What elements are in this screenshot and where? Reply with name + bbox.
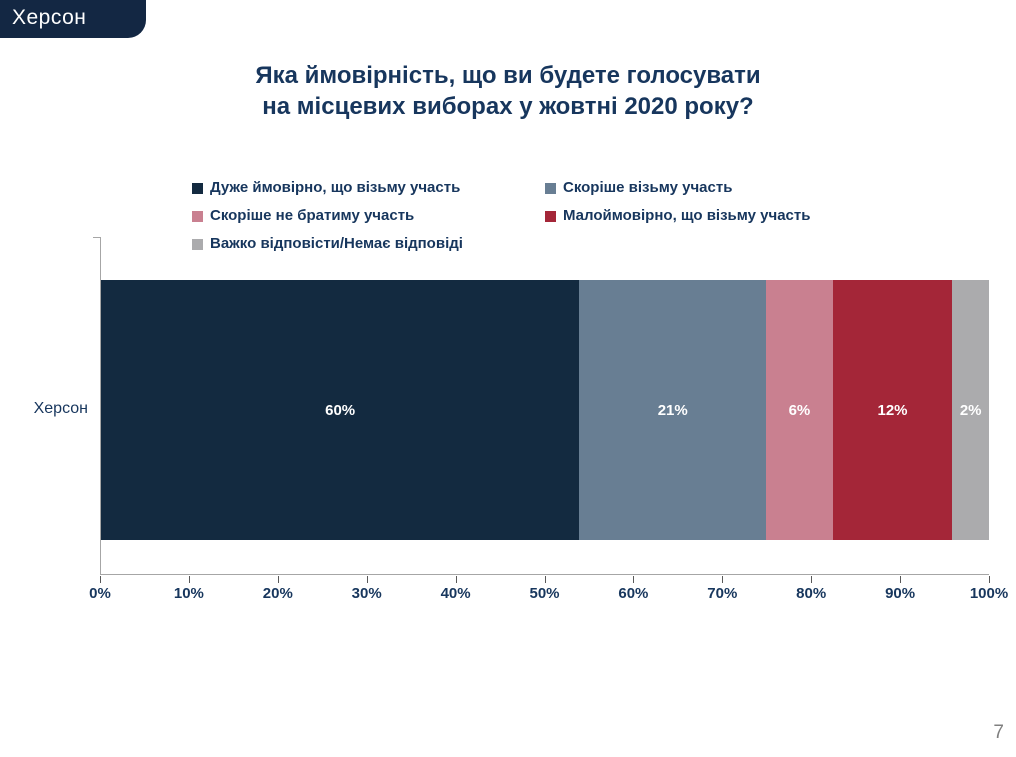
bar-segment-label: 6% xyxy=(788,401,811,419)
x-axis-tick-mark xyxy=(989,576,990,583)
x-axis-tick-label: 70% xyxy=(707,585,738,602)
x-axis-tick-label: 0% xyxy=(89,585,111,602)
x-axis-tick-mark xyxy=(722,576,724,583)
legend-label: Скоріше не братиму участь xyxy=(210,207,415,224)
chart-title-line1: Яка ймовірність, що ви будете голосувати xyxy=(255,62,761,89)
x-axis-tick-label: 40% xyxy=(440,585,471,602)
legend-swatch-icon xyxy=(192,210,203,222)
chart-title-line2: на місцевих виборах у жовтні 2020 року? xyxy=(262,93,754,120)
y-axis-top-tick xyxy=(93,237,100,238)
bar-segment: 21% xyxy=(579,280,767,540)
x-axis-tick-label: 10% xyxy=(173,585,204,602)
page-number: 7 xyxy=(993,722,1004,743)
chart-title: Яка ймовірність, що ви будете голосувати… xyxy=(0,60,1016,122)
x-axis-tick-mark xyxy=(188,576,190,583)
legend-swatch-icon xyxy=(545,210,556,222)
x-axis-tick-label: 60% xyxy=(618,585,649,602)
legend-item: Скоріше візьму участь xyxy=(545,179,872,197)
x-axis-tick-label: 20% xyxy=(262,585,293,602)
region-badge: Херсон xyxy=(0,0,146,38)
bar-segment: 12% xyxy=(832,280,953,540)
x-axis-line xyxy=(100,574,989,575)
legend-label: Малоймовірно, що візьму участь xyxy=(563,207,811,224)
region-badge-label: Херсон xyxy=(12,6,87,29)
y-axis-line xyxy=(100,237,101,575)
x-axis-tick-label: 100% xyxy=(969,585,1009,602)
bar-segment-label: 60% xyxy=(325,401,356,419)
bar-segment-label: 2% xyxy=(959,401,982,419)
x-axis-tick-mark xyxy=(100,576,101,583)
x-axis-tick-label: 50% xyxy=(529,585,560,602)
x-axis-tick-labels: 0% 10% 20% 30% 40% 50% 60% 70% 80% 90% 100% xyxy=(89,585,1008,605)
x-axis-tick-label: 90% xyxy=(885,585,916,602)
legend: Дуже ймовірно, що візьму участь Скоріше в… xyxy=(192,179,872,253)
x-axis-tick-mark xyxy=(277,576,279,583)
x-axis-tick-label: 80% xyxy=(796,585,827,602)
bar-segment: 2% xyxy=(952,280,989,540)
x-axis-tick-marks xyxy=(100,575,990,583)
bar-segment-label: 21% xyxy=(657,401,688,419)
x-axis-tick-mark xyxy=(455,576,457,583)
legend-swatch-icon xyxy=(545,182,556,194)
x-axis-tick-label: 30% xyxy=(351,585,382,602)
x-axis-tick-mark xyxy=(900,576,902,583)
x-axis-tick-mark xyxy=(366,576,368,583)
legend-label: Дуже ймовірно, що візьму участь xyxy=(210,179,461,196)
legend-item: Важко відповісти/Немає відповіді xyxy=(192,235,545,253)
legend-item: Дуже ймовірно, що візьму участь xyxy=(192,179,545,197)
legend-label: Важко відповісти/Немає відповіді xyxy=(210,235,463,252)
category-label: Херсон xyxy=(33,400,88,417)
bar-segment: 60% xyxy=(101,280,580,540)
plot-area: 60% 21% 6% 12% 2% 0% 10% 20% 30% 40% 50% 60% 70% 80%… xyxy=(89,237,1008,602)
legend-label: Скоріше візьму участь xyxy=(563,179,733,196)
x-axis-tick-mark xyxy=(811,576,813,583)
bar-segment-label: 12% xyxy=(877,401,908,419)
bar-segment: 6% xyxy=(766,280,833,540)
x-axis-tick-mark xyxy=(633,576,635,583)
legend-item: Малоймовірно, що візьму участь xyxy=(545,207,872,225)
legend-swatch-icon xyxy=(192,238,203,250)
legend-swatch-icon xyxy=(192,182,203,194)
legend-item: Скоріше не братиму участь xyxy=(192,207,545,225)
stacked-bar: 60% 21% 6% 12% 2% xyxy=(101,280,989,540)
x-axis-tick-mark xyxy=(544,576,546,583)
